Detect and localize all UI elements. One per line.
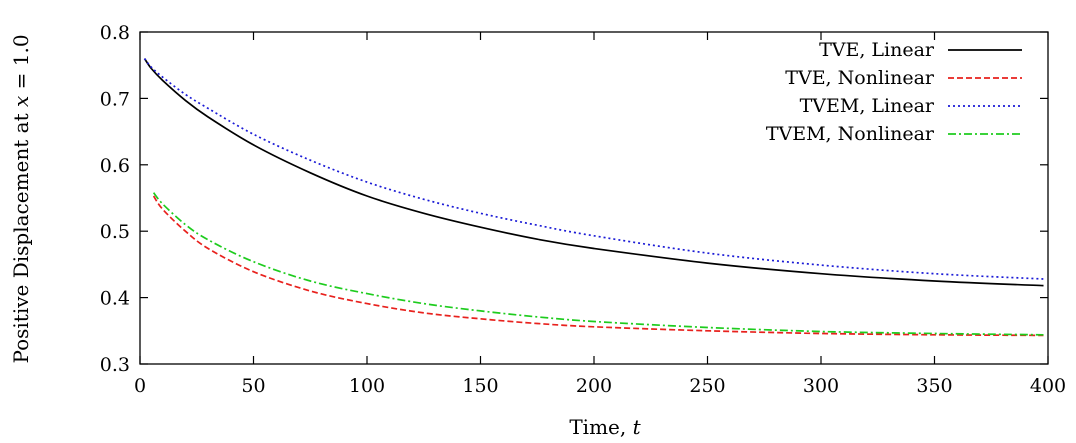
x-tick-label: 400: [1030, 375, 1066, 397]
y-tick-label: 0.7: [100, 88, 130, 110]
legend-label-tve-linear: TVE, Linear: [819, 39, 935, 61]
x-tick-label: 300: [803, 375, 839, 397]
y-tick-label: 0.3: [100, 354, 130, 376]
legend-label-tvem-linear: TVEM, Linear: [800, 95, 935, 117]
x-tick-label: 50: [241, 375, 265, 397]
y-tick-label: 0.8: [100, 22, 130, 44]
legend-label-tve-nonlinear: TVE, Nonlinear: [785, 67, 935, 89]
series-line-tve-linear: [143, 58, 1044, 287]
x-tick-label: 200: [576, 375, 612, 397]
x-tick-label: 250: [689, 375, 725, 397]
series-line-tve-nonlinear: [152, 195, 1044, 337]
series-line-tvem-linear: [143, 58, 1044, 280]
x-tick-label: 0: [134, 375, 146, 397]
y-tick-label: 0.5: [100, 221, 130, 243]
plot-axes: 0 50 100 150 200 250 300 350 400 0.3 0.4 0.5 0.6 0.7 0…: [100, 22, 1066, 397]
y-axis-label: Positive Displacement at x = 1.0: [9, 34, 33, 363]
legend-label-tvem-nonlinear: TVEM, Nonlinear: [766, 123, 935, 145]
y-tick-label: 0.6: [100, 155, 130, 177]
y-tick-label: 0.4: [100, 288, 130, 310]
x-tick-label: 100: [349, 375, 385, 397]
series-line-tvem-nonlinear: [152, 192, 1044, 336]
series-layer: [143, 58, 1044, 337]
x-tick-label: 350: [916, 375, 952, 397]
x-axis-label: Time, t: [569, 415, 641, 439]
chart-legend: TVE, Linear TVE, Nonlinear TVEM, Linear TVE…: [766, 39, 1022, 145]
x-tick-label: 150: [462, 375, 498, 397]
